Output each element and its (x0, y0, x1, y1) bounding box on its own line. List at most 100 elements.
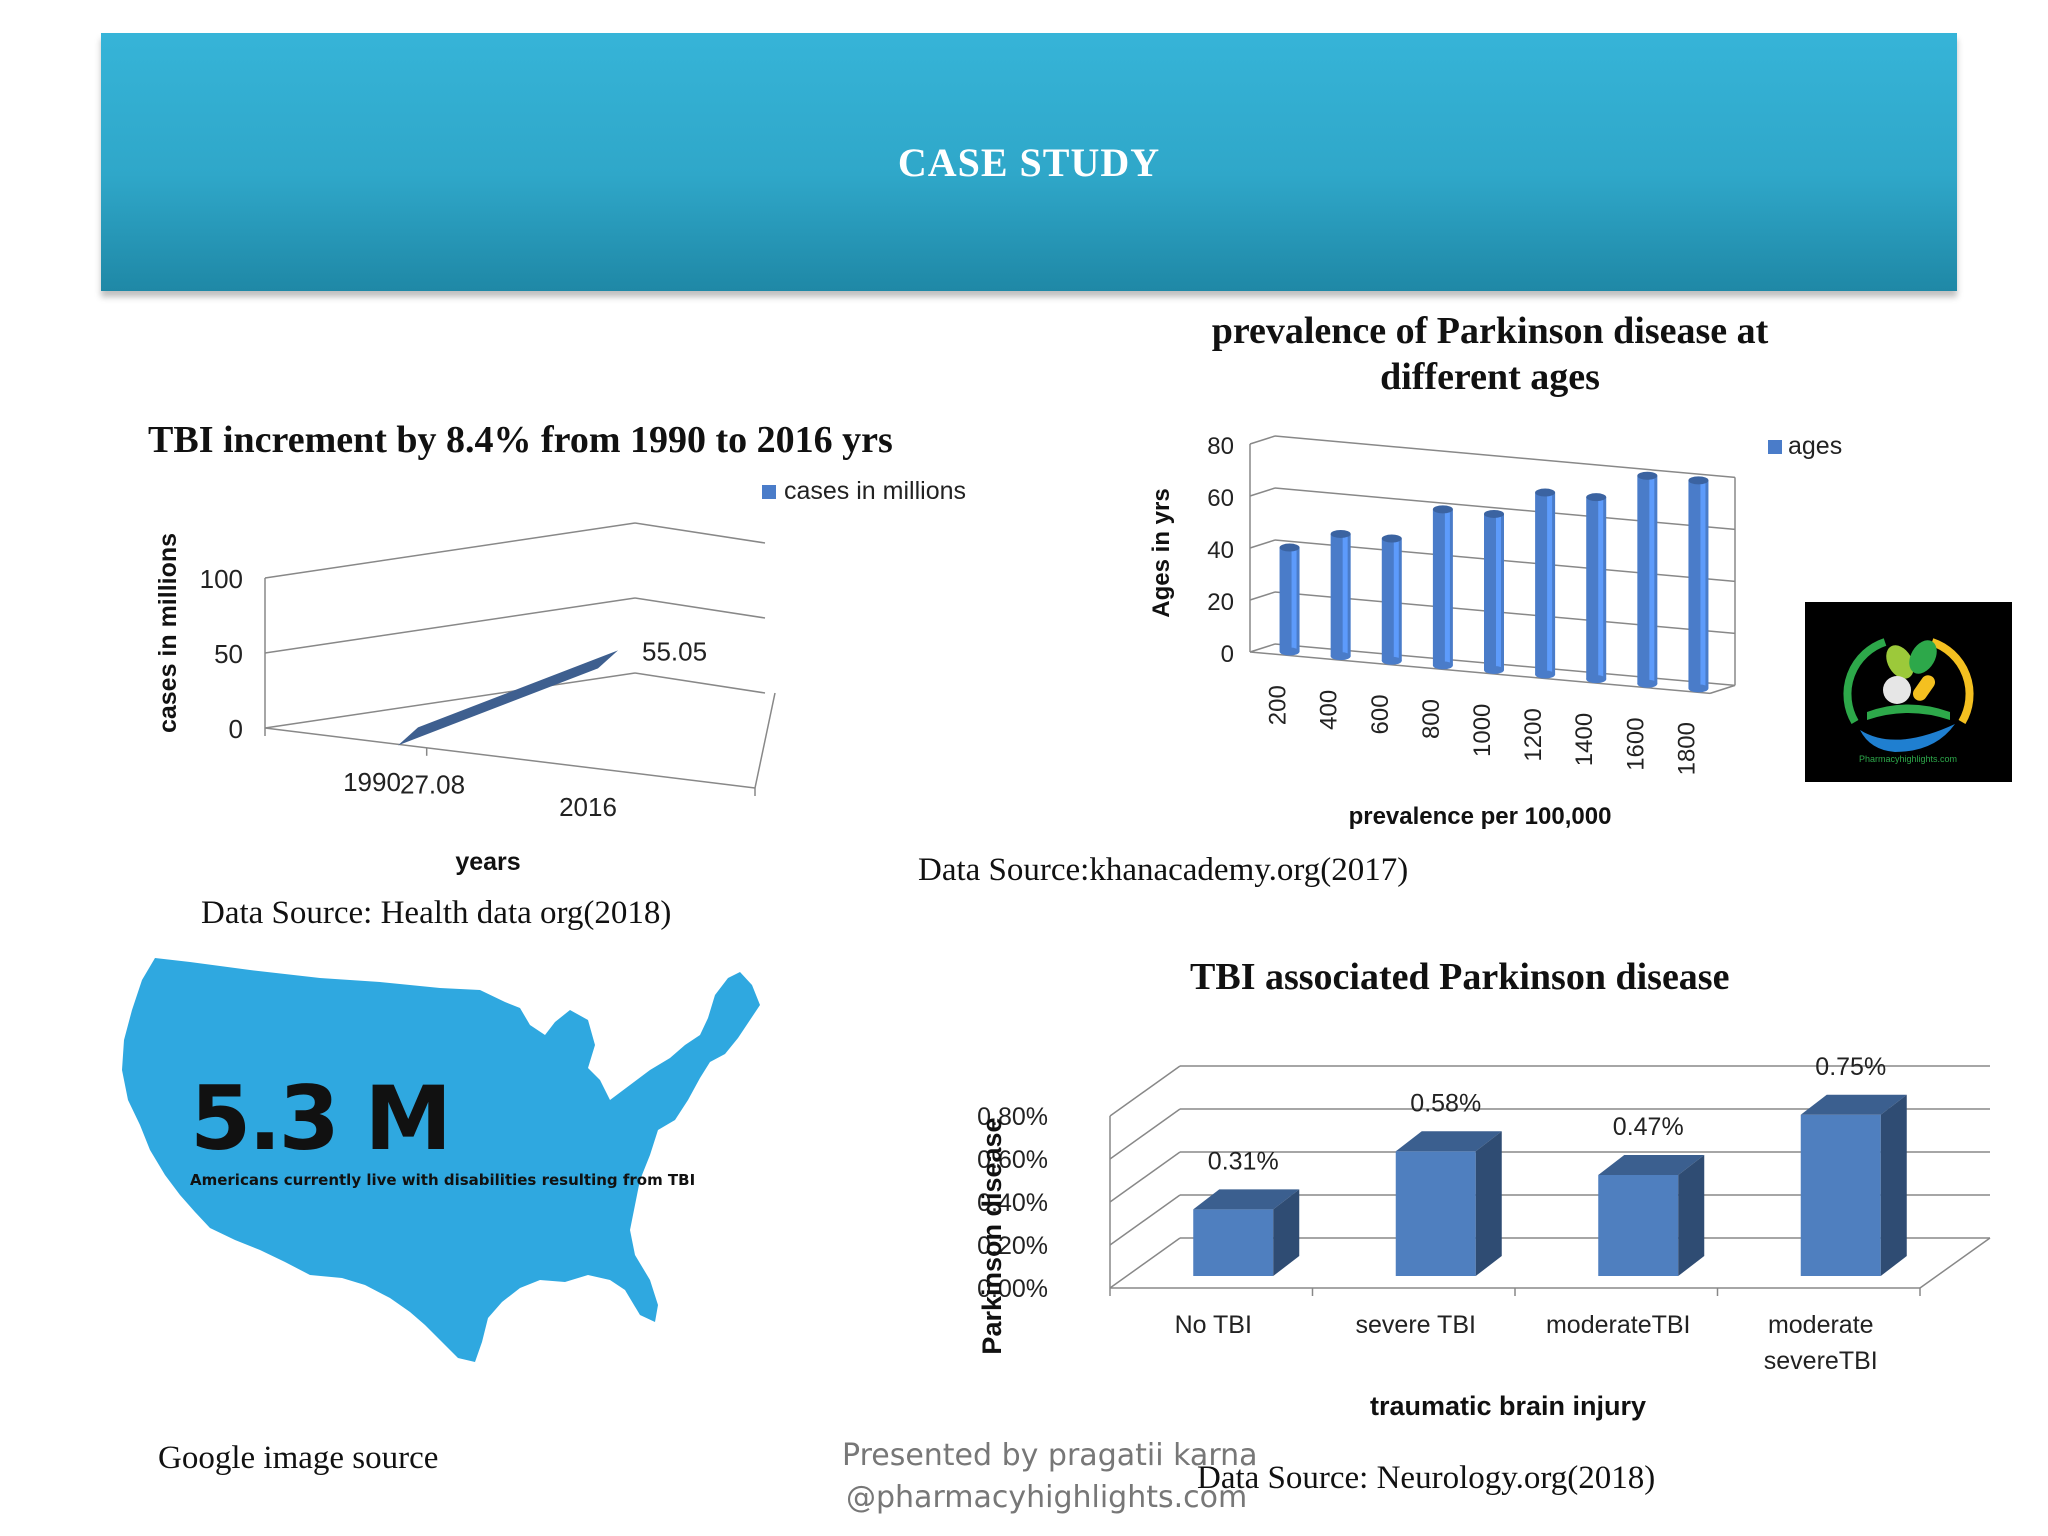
bar-top (1800, 1094, 1907, 1115)
data-label: 0.31% (1208, 1147, 1279, 1175)
chart-side-gridline (1109, 1237, 1181, 1289)
x-tick-label: severe TBI (1356, 1311, 1476, 1339)
data-label: 55.05 (642, 636, 707, 666)
bar-highlight (1700, 480, 1706, 689)
bar-highlight (1496, 513, 1501, 670)
chart-side-gridline (1249, 591, 1276, 601)
bar-top (1381, 534, 1402, 543)
y-tick-label: 0.80% (977, 1103, 1048, 1131)
bar-base (1637, 679, 1658, 688)
bar (1432, 509, 1453, 666)
chart-back-gridline (634, 672, 766, 694)
x-tick-label: 1000 (1469, 704, 1496, 757)
bar-side (1475, 1131, 1502, 1276)
pharmacy-highlights-logo: Pharmacyhighlights.com (1805, 602, 2012, 782)
bar-base (1432, 661, 1453, 670)
chart-side-gridline (1109, 1151, 1181, 1203)
parkinson-chart-title: prevalence of Parkinson disease at diffe… (1211, 310, 1769, 398)
chart-side-gridline (264, 672, 636, 729)
map-stat: 5.3 M Americans currently live with disa… (190, 1075, 696, 1190)
bar-base (1535, 670, 1556, 679)
x-tick-label: 600 (1367, 694, 1394, 734)
bar-side (1880, 1094, 1907, 1276)
data-label: 0.75% (1815, 1053, 1886, 1081)
x-tick-label: No TBI (1175, 1311, 1252, 1339)
chart-side-gridline (264, 522, 636, 579)
bar-highlight (1444, 509, 1450, 666)
bar-top (1598, 1154, 1705, 1175)
x-axis-title: years (455, 848, 520, 876)
chart-back-gridline (634, 597, 766, 619)
chart-text: 0.00% 0.20% 0.40% 0.60% 0.80% 0.31% No TBI 0.58… (977, 1053, 1886, 1421)
bar-top (1330, 529, 1351, 538)
bar-base (1484, 665, 1504, 674)
source-khanacademy: Data Source:khanacademy.org(2017) (918, 852, 1409, 888)
bar-top (1637, 471, 1658, 480)
bar-base (1688, 684, 1709, 693)
bar-top (1535, 488, 1556, 497)
chart-frame (1249, 435, 1782, 695)
chart-back-gridline (1274, 487, 1736, 531)
floor-edge-line (1919, 1237, 1991, 1289)
svg-text:Pharmacyhighlights.com: Pharmacyhighlights.com (1859, 754, 1957, 764)
tbi-parkinson-chart-title: TBI associated Parkinson disease (1190, 956, 1730, 998)
chart-side-gridline (1249, 643, 1276, 653)
bar-top (1395, 1131, 1502, 1152)
x-tick-label: severeTBI (1764, 1347, 1878, 1375)
bar (1193, 1209, 1274, 1276)
bar-highlight (1291, 547, 1297, 652)
x-tick-label: 1600 (1622, 717, 1649, 770)
bar-highlight (1649, 475, 1655, 684)
floor-edge-line (1709, 684, 1736, 695)
logo-icon: Pharmacyhighlights.com (1843, 638, 1974, 764)
y-tick-label: 0 (1221, 641, 1234, 668)
legend-swatch (1768, 440, 1782, 454)
y-axis-title: Parkinson disease (977, 1117, 1007, 1354)
source-google-image: Google image source (158, 1440, 439, 1476)
header-banner: CASE STUDY (101, 33, 1957, 291)
bar (1598, 1174, 1679, 1276)
legend-label: ages (1788, 432, 1842, 460)
chart-back-gridline (1274, 591, 1736, 635)
data-label: 27.08 (400, 769, 465, 799)
bar-base (1381, 656, 1402, 665)
y-tick-label: 80 (1207, 433, 1234, 460)
page-title: CASE STUDY (897, 139, 1161, 185)
chart-marks (1279, 471, 1709, 693)
x-tick-label: 1400 (1571, 713, 1598, 766)
bar-top (1688, 476, 1709, 485)
chart-side-gridline (1249, 487, 1276, 497)
chart-side-gridline (1249, 435, 1276, 445)
x-tick-label: 200 (1265, 685, 1292, 725)
x-tick-label: moderateTBI (1546, 1311, 1691, 1339)
y-tick-label: 0.00% (977, 1275, 1048, 1303)
chart-frame (264, 485, 776, 796)
data-label: 0.47% (1613, 1113, 1684, 1141)
x-tick-label: 2016 (559, 792, 617, 822)
chart-back-gridline (1274, 435, 1736, 479)
series-line-ribbon (398, 650, 618, 746)
x-axis-title: prevalence per 100,000 (1349, 803, 1612, 830)
tbi-parkinson-chart: 0.00% 0.20% 0.40% 0.60% 0.80% 0.31% No TBI 0.58… (977, 1053, 1991, 1421)
bar (1395, 1151, 1476, 1276)
y-tick-label: 0 (229, 714, 243, 744)
map-stat-caption: Americans currently live with disabiliti… (190, 1171, 696, 1189)
chart-text: 0 20 40 60 80 200 400 600 800 1000 1200 1400 1600 180… (1148, 432, 1842, 830)
x-axis-title: traumatic brain injury (1370, 1391, 1646, 1421)
x-axis-line (264, 727, 756, 789)
y-tick-label: 0.60% (977, 1146, 1048, 1174)
bar-top (1586, 493, 1607, 502)
parkinson-prevalence-chart: 0 20 40 60 80 200 400 600 800 1000 1200 1400 1600 180… (1148, 432, 1842, 830)
bar-top (1432, 505, 1453, 514)
y-tick-label: 0.20% (977, 1232, 1048, 1260)
x-tick-label: 800 (1418, 699, 1445, 739)
legend-swatch (762, 485, 776, 499)
footer-website: @pharmacyhighlights.com (846, 1480, 1248, 1515)
chart-marks (398, 650, 618, 746)
bar (1381, 538, 1402, 661)
chart-back-gridline (1274, 643, 1736, 687)
bar-top (1484, 509, 1504, 518)
floor-edge-line (754, 692, 776, 789)
chart-side-gridline (264, 597, 636, 654)
bar-base (1586, 675, 1607, 684)
